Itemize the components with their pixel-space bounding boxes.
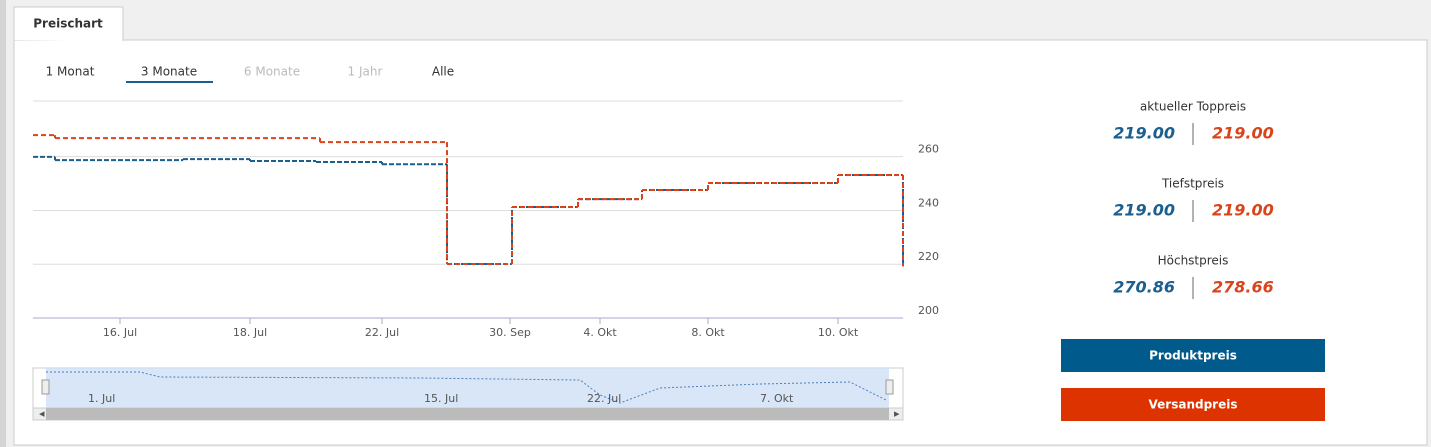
stat-shipping: 219.00 [1212,201,1274,220]
x-tick-label: 4. Okt [583,326,617,339]
y-tick-label: 240 [918,196,939,209]
series-button[interactable] [1061,339,1325,372]
navigator-handle[interactable] [41,379,50,395]
stat-product: 219.00 [1113,124,1175,143]
y-tick-label: 220 [918,250,939,263]
navigator-label: 1. Jul [88,392,115,405]
stat-label: Tiefstpreis [1161,177,1224,191]
scroll-arrow[interactable]: ▸ [894,407,900,420]
series-button[interactable] [1061,388,1325,421]
navigator-line [46,371,887,404]
range-button[interactable]: 1 Jahr [348,65,383,79]
range-button[interactable]: 3 Monate [141,65,197,79]
x-tick-label: 22. Jul [365,326,399,339]
range-button[interactable]: Alle [432,65,454,79]
x-tick-label: 16. Jul [103,326,137,339]
tab[interactable] [13,6,124,41]
left-edge [0,0,6,447]
range-button[interactable]: 1 Monat [46,65,95,79]
navigator-label: 15. Jul [424,392,458,405]
x-tick-label: 18. Jul [233,326,267,339]
series-button-label[interactable]: Produktpreis [1149,349,1237,363]
y-tick-label: 260 [918,143,939,156]
y-tick-label: 200 [918,304,939,317]
stat-shipping: 219.00 [1212,124,1274,143]
stat-label: Höchstpreis [1158,254,1229,268]
navigator-label: 22. Jul [587,392,621,405]
scrollbar-thumb[interactable] [46,408,889,420]
stat-product: 219.00 [1113,201,1175,220]
x-tick-label: 8. Okt [691,326,725,339]
stat-shipping: 278.66 [1212,278,1274,297]
scroll-arrow[interactable]: ◂ [39,407,45,420]
stat-label: aktueller Toppreis [1140,100,1246,114]
x-tick-label: 30. Sep [489,326,531,339]
range-underline [126,81,213,83]
navigator-label: 7. Okt [760,392,794,405]
navigator-handle[interactable] [885,379,894,395]
tab-label[interactable]: Preischart [33,17,103,31]
navigator-window[interactable] [46,368,889,408]
stat-product: 270.86 [1113,278,1175,297]
x-tick-label: 10. Okt [818,326,859,339]
series-button-label[interactable]: Versandpreis [1149,398,1238,412]
range-button[interactable]: 6 Monate [244,65,300,79]
